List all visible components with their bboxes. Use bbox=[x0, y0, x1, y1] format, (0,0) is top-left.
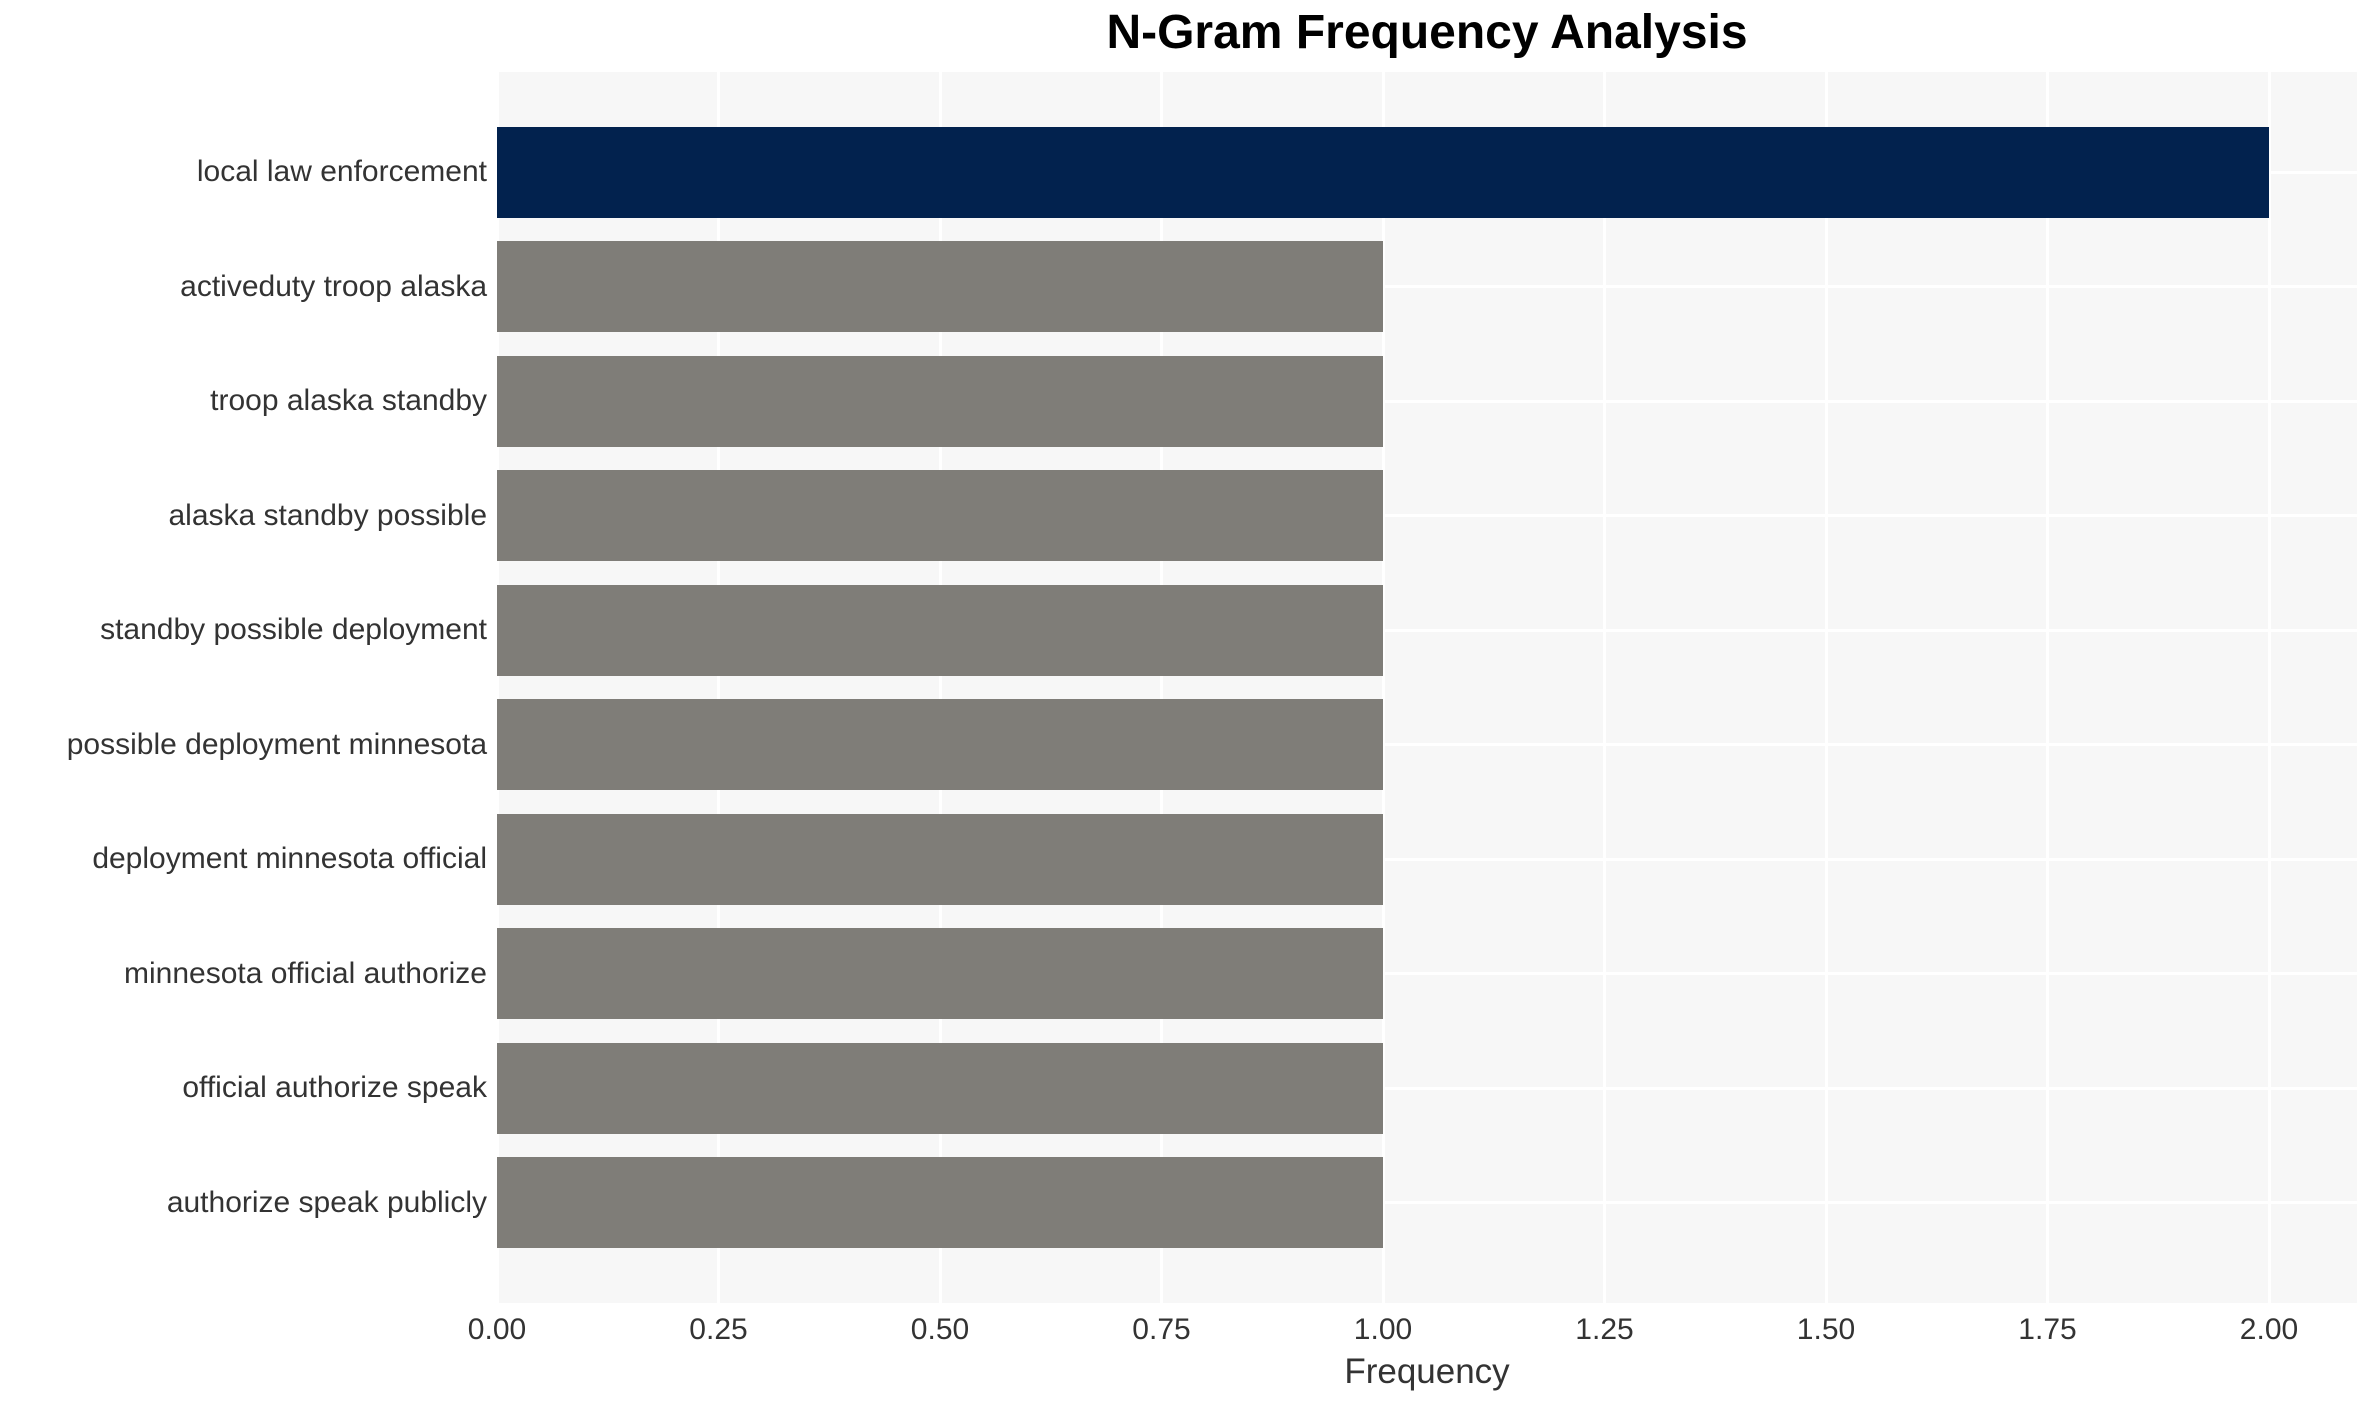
bar-deployment-minnesota-official bbox=[497, 813, 1383, 905]
bar-troop-alaska-standby bbox=[497, 355, 1383, 447]
y-tick-label: deployment minnesota official bbox=[92, 842, 487, 876]
gridline-vertical bbox=[1160, 72, 1163, 1303]
x-tick-label: 1.00 bbox=[1353, 1313, 1413, 1346]
gridline-vertical bbox=[1603, 72, 1606, 1303]
y-tick-label: troop alaska standby bbox=[210, 384, 487, 418]
gridline-horizontal bbox=[497, 628, 2357, 632]
gridline-vertical bbox=[717, 72, 720, 1303]
gridline-horizontal bbox=[497, 1201, 2357, 1205]
y-axis-labels: local law enforcement activeduty troop al… bbox=[0, 72, 487, 1303]
gridline-horizontal bbox=[497, 972, 2357, 976]
gridline-vertical bbox=[2046, 72, 2049, 1303]
x-tick-label: 1.25 bbox=[1575, 1313, 1634, 1346]
y-tick-label: alaska standby possible bbox=[168, 498, 487, 532]
x-tick-label: 0.75 bbox=[1132, 1313, 1191, 1346]
gridline-vertical bbox=[497, 72, 499, 1303]
gridline-vertical bbox=[1381, 72, 1385, 1303]
gridline-horizontal bbox=[497, 857, 2357, 861]
gridline-horizontal bbox=[497, 1086, 2357, 1090]
gridline-vertical bbox=[938, 72, 942, 1303]
x-tick-label: 1.50 bbox=[1796, 1313, 1856, 1346]
x-tick-label: 1.75 bbox=[2018, 1313, 2077, 1346]
plot-area bbox=[497, 72, 2357, 1303]
x-tick-label: 0.25 bbox=[689, 1313, 748, 1346]
bar-authorize-speak-publicly bbox=[497, 1157, 1383, 1249]
gridline-horizontal bbox=[497, 514, 2357, 518]
y-tick-label: authorize speak publicly bbox=[166, 1185, 487, 1219]
gridline-vertical bbox=[2267, 72, 2271, 1303]
x-axis-title: Frequency bbox=[1344, 1352, 1510, 1391]
bar-alaska-standby-possible bbox=[497, 470, 1383, 562]
bar-local-law-enforcement bbox=[497, 126, 2269, 218]
x-axis-ticks: 0.00 0.25 0.50 0.75 1.00 1.25 1.50 1.75 2.00 bbox=[0, 1312, 2377, 1352]
x-tick-label: 2.00 bbox=[2239, 1313, 2299, 1346]
y-tick-label: possible deployment minnesota bbox=[66, 727, 487, 761]
gridline-horizontal bbox=[497, 399, 2357, 403]
bar-standby-possible-deployment bbox=[497, 584, 1383, 676]
gridline-vertical bbox=[1824, 72, 1828, 1303]
bar-official-authorize-speak bbox=[497, 1042, 1383, 1134]
gridline-horizontal bbox=[497, 285, 2357, 289]
gridline-horizontal bbox=[497, 743, 2357, 747]
y-tick-label: minnesota official authorize bbox=[124, 956, 487, 990]
y-tick-label: standby possible deployment bbox=[100, 613, 487, 647]
bar-activeduty-troop-alaska bbox=[497, 241, 1383, 333]
chart-title: N-Gram Frequency Analysis bbox=[1106, 6, 1748, 59]
y-tick-label: local law enforcement bbox=[196, 155, 487, 189]
x-tick-label: 0.50 bbox=[910, 1313, 970, 1346]
x-tick-label: 0.00 bbox=[467, 1313, 527, 1346]
y-tick-label: activeduty troop alaska bbox=[180, 269, 487, 303]
bar-minnesota-official-authorize bbox=[497, 928, 1383, 1020]
bar-possible-deployment-minnesota bbox=[497, 699, 1383, 791]
y-tick-label: official authorize speak bbox=[182, 1071, 487, 1105]
